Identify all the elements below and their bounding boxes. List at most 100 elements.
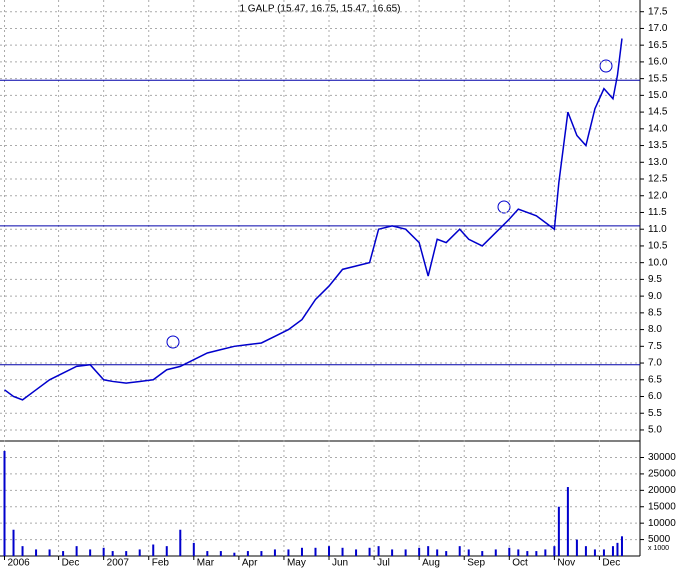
volume-bar xyxy=(526,551,529,556)
x-tick-label: May xyxy=(287,558,306,569)
x-tick-label: Dec xyxy=(62,558,80,569)
x-tick-label: Dec xyxy=(602,558,620,569)
volume-bar xyxy=(246,551,249,556)
y-tick-label: 14.5 xyxy=(648,107,668,118)
volume-bar xyxy=(391,549,394,556)
smileys xyxy=(166,59,613,349)
smiley xyxy=(497,200,511,214)
volume-bar xyxy=(192,542,195,556)
volume-bar xyxy=(314,547,317,556)
volume-bar xyxy=(138,549,141,556)
volume-bar xyxy=(48,549,51,556)
x-tick-label: Jun xyxy=(332,558,348,569)
x-tick-label: 2006 xyxy=(8,558,31,569)
volume-bar xyxy=(377,546,380,556)
volume-bar xyxy=(553,546,556,556)
x-tick-label: Feb xyxy=(152,558,170,569)
volume-bar xyxy=(517,549,520,556)
volume-bar xyxy=(206,551,209,556)
volume-bar xyxy=(418,547,421,556)
volume-bar xyxy=(368,547,371,556)
volume-bar xyxy=(260,551,263,556)
volume-bar xyxy=(341,547,344,556)
y-tick-label: 6.5 xyxy=(648,374,662,385)
volume-bar xyxy=(152,544,155,556)
volume-tick-label: 20000 xyxy=(648,485,676,496)
volume-bar xyxy=(566,487,569,556)
y-tick-label: 9.5 xyxy=(648,274,662,285)
y-tick-label: 17.5 xyxy=(648,6,668,17)
volume-bar xyxy=(593,549,596,556)
y-tick-label: 15.0 xyxy=(648,90,668,101)
price-line xyxy=(4,38,623,401)
y-tick-label: 5.5 xyxy=(648,408,662,419)
volume-bar xyxy=(427,546,430,556)
x-tick-label: Oct xyxy=(512,558,528,569)
y-tick-label: 7.5 xyxy=(648,341,662,352)
volume-bar xyxy=(12,529,15,556)
volume-bar xyxy=(125,551,128,556)
volume-tick-label: 15000 xyxy=(648,501,676,512)
y-tick-label: 13.0 xyxy=(648,157,668,168)
volume-tick-label: 10000 xyxy=(648,518,676,529)
volume-bar xyxy=(219,551,222,556)
volume-bar xyxy=(287,549,290,556)
volume-bar xyxy=(557,506,560,556)
y-tick-label: 13.5 xyxy=(648,140,668,151)
y-tick-label: 8.5 xyxy=(648,307,662,318)
volume-tick-label: 30000 xyxy=(648,452,676,463)
y-tick-label: 16.5 xyxy=(648,40,668,51)
volume-bar xyxy=(111,551,114,556)
y-tick-label: 7.0 xyxy=(648,358,662,369)
volume-bar xyxy=(328,546,331,556)
y-tick-label: 5.0 xyxy=(648,425,662,436)
volume-bar xyxy=(544,549,547,556)
volume-bar xyxy=(62,551,65,556)
x-tick-label: Aug xyxy=(422,558,440,569)
volume-bar xyxy=(3,450,6,556)
volume-bar xyxy=(458,546,461,556)
volume-bar xyxy=(584,546,587,556)
volume-bar xyxy=(602,549,605,556)
x-tick-label: Jul xyxy=(377,558,390,569)
y-tick-label: 10.5 xyxy=(648,241,668,252)
volume-bar xyxy=(508,547,511,556)
smiley xyxy=(166,335,180,349)
volume-bar xyxy=(179,529,182,556)
volume-bar xyxy=(273,549,276,556)
y-tick-label: 10.0 xyxy=(648,257,668,268)
x-tick-label: Apr xyxy=(242,558,258,569)
volume-bar xyxy=(233,552,236,556)
volume-bar xyxy=(35,549,38,556)
volume-bar xyxy=(102,547,105,556)
volume-bar xyxy=(300,547,303,556)
y-tick-label: 12.0 xyxy=(648,190,668,201)
volume-bar xyxy=(355,549,358,556)
volume-bar xyxy=(445,551,448,556)
x-tick-label: Mar xyxy=(197,558,215,569)
volume-bar xyxy=(481,551,484,556)
volume-tick-label: 25000 xyxy=(648,469,676,480)
y-tick-label: 11.0 xyxy=(648,224,667,235)
x-tick-label: Sep xyxy=(467,558,485,569)
volume-bar xyxy=(467,549,470,556)
volume-tick-label: 5000 xyxy=(648,534,671,545)
volume-bar xyxy=(404,549,407,556)
volume-bar xyxy=(75,546,78,556)
y-tick-label: 14.0 xyxy=(648,123,668,134)
volume-bar xyxy=(575,539,578,556)
y-tick-label: 11.5 xyxy=(648,207,667,218)
y-tick-label: 9.0 xyxy=(648,291,662,302)
volume-bar xyxy=(436,549,439,556)
chart-title: 1 GALP (15.47, 16.75, 15.47, 16.65) xyxy=(239,4,400,15)
volume-bar xyxy=(611,546,614,556)
y-tick-label: 16.0 xyxy=(648,57,668,68)
smiley xyxy=(599,59,613,73)
volume-bar xyxy=(620,536,623,556)
y-tick-label: 8.0 xyxy=(648,324,662,335)
x-tick-label: Nov xyxy=(557,558,575,569)
x-tick-label: 2007 xyxy=(107,558,130,569)
volume-bar xyxy=(165,546,168,556)
